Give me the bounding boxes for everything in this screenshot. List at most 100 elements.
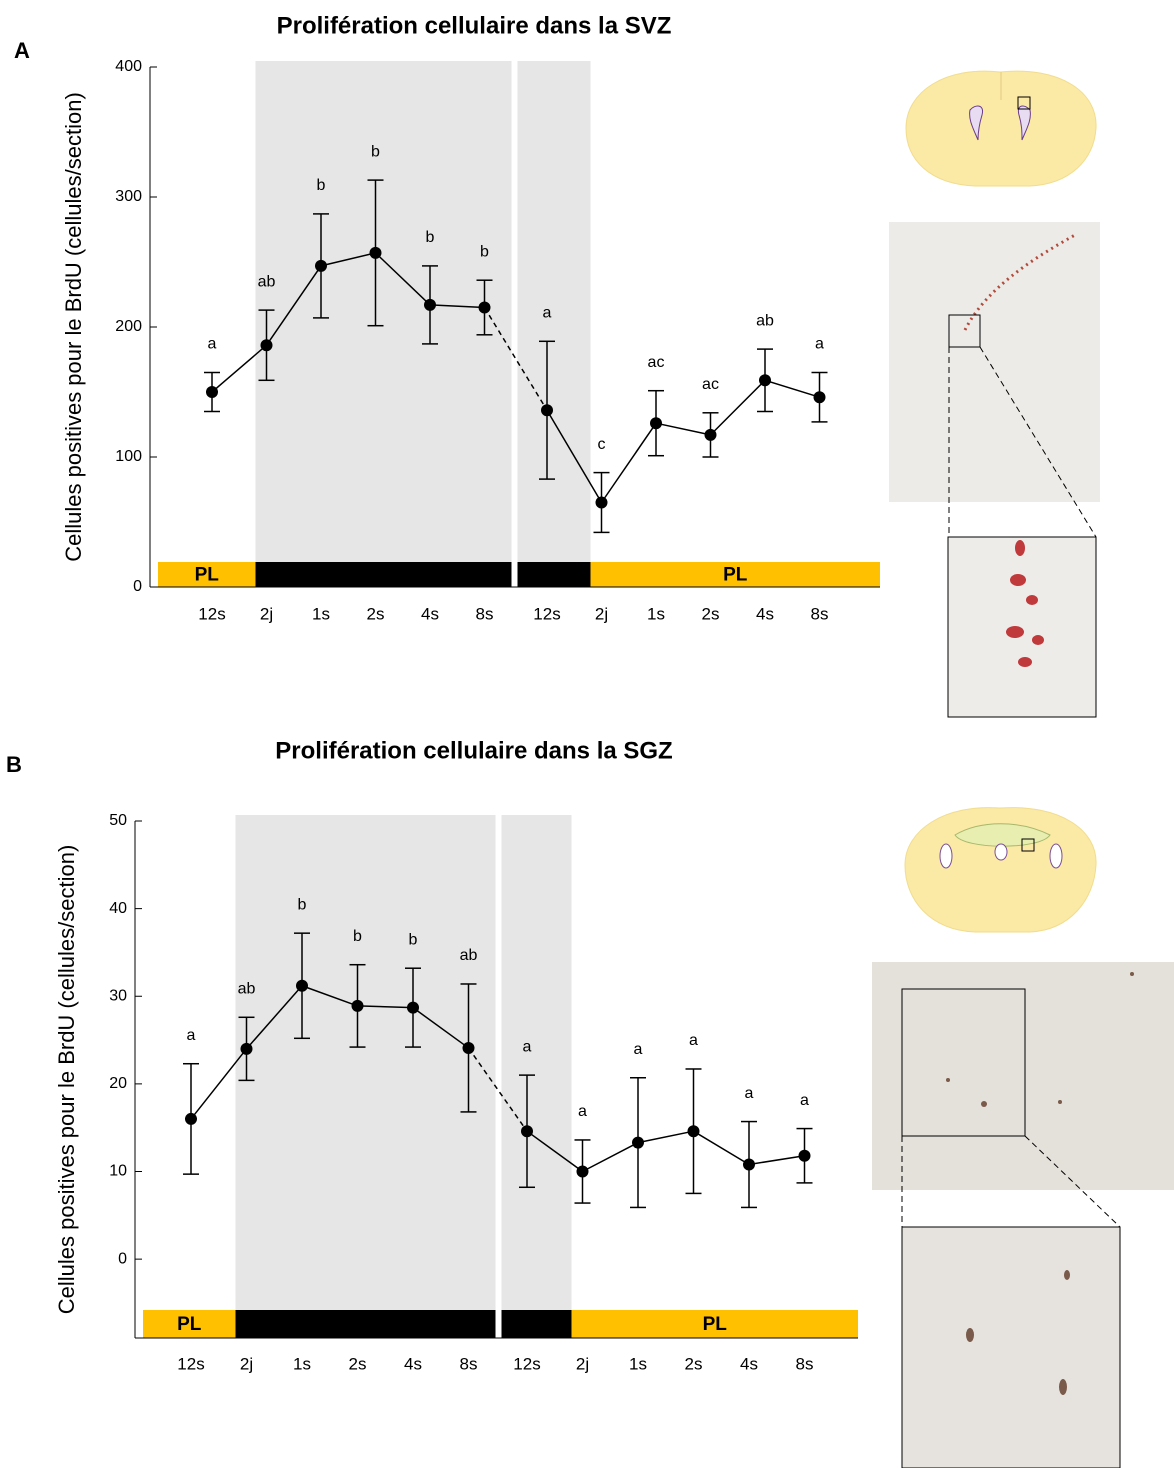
ventricle [994,843,1008,861]
significance-letter: a [815,336,824,353]
y-tick-label: 30 [109,987,127,1004]
data-point [541,404,553,417]
zoom-line [979,346,1097,538]
significance-letter: a [523,1038,532,1055]
phase-label: PC [370,565,397,586]
significance-letter: a [187,1027,196,1044]
data-point [260,339,273,352]
brain-outline [905,70,1097,187]
stained-cells [946,972,1134,1107]
x-tick-label: 2j [260,604,273,623]
phase-bar [255,562,512,587]
x-tick-label: 1s [293,1354,311,1373]
data-line [764,379,820,398]
connector-line [467,1047,528,1132]
ventricle [1017,105,1031,141]
significance-letter: ab [756,312,774,329]
phase-label: PL [177,1314,202,1335]
x-tick-label: 4s [404,1354,422,1373]
data-point [240,1042,253,1055]
x-tick-label: 2s [367,604,385,623]
panel-label: A [14,38,30,63]
zoom-micrograph [947,536,1097,718]
significance-letter: a [634,1041,643,1058]
data-line [211,344,267,393]
data-line [582,1141,639,1173]
data-line [546,409,603,503]
x-tick-label: 4s [740,1354,758,1373]
brain-outline [904,807,1097,933]
stained-cells [1006,540,1044,667]
data-point [632,1136,644,1149]
data-line [748,1154,805,1166]
phase-bar [235,1310,496,1338]
significance-letter: b [317,177,326,194]
phase-label: PC [352,1314,379,1335]
data-point [813,391,826,404]
y-axis-label: Cellules positives pour le BrdU (cellule… [61,92,86,562]
data-point [424,298,436,311]
data-line [412,1007,469,1049]
illustrations-b [872,807,1174,1468]
significance-letter: a [208,336,217,353]
phase-bar [501,1310,572,1338]
data-line [265,265,322,346]
x-tick-label: 8s [476,604,494,623]
data-line [301,985,358,1007]
x-tick-label: 12s [177,1354,204,1373]
x-tick-label: 12s [513,1354,540,1373]
zoom-micrograph [901,1226,1121,1468]
shaded-period [501,815,572,1338]
panel-label: B [6,752,22,777]
data-point [369,246,382,259]
significance-letter: a [578,1103,587,1120]
data-point [704,428,717,441]
data-line [655,422,711,436]
chart-title: Prolifération cellulaire dans la SVZ [277,12,672,39]
y-tick-label: 10 [109,1163,127,1180]
stained-cells [966,1270,1070,1395]
phase-label: PL [195,565,220,586]
significance-letter: b [298,896,307,913]
data-point [206,386,218,398]
x-tick-label: 12s [198,604,225,623]
data-line [357,1005,414,1009]
phase-bar [590,562,880,587]
significance-letter: c [598,436,606,453]
data-point [650,417,662,430]
x-tick-label: 2s [685,1354,703,1373]
phase-bar [571,1310,858,1338]
significance-letter: a [800,1092,809,1109]
data-point [595,496,608,509]
x-tick-label: 4s [756,604,774,623]
illustrations-a [889,70,1100,718]
data-point [743,1158,755,1171]
y-tick-label: 300 [115,188,142,205]
significance-letter: ac [648,354,665,371]
x-tick-label: 2j [595,604,608,623]
data-point [351,999,364,1012]
shaded-period [255,61,512,587]
shaded-period [235,815,496,1338]
data-point [478,301,491,314]
y-tick-label: 20 [109,1075,127,1092]
phase-label: PL [703,1314,728,1335]
y-tick-label: 400 [115,58,142,75]
data-point [576,1165,589,1178]
significance-letter: a [745,1085,754,1102]
data-line [600,422,657,503]
data-point [315,259,327,272]
significance-letter: ab [258,273,276,290]
significance-letter: ab [238,981,256,998]
data-point [759,374,771,387]
significance-letter: b [426,229,435,246]
significance-letter: ac [702,376,719,393]
data-line [429,304,485,309]
y-tick-label: 40 [109,900,127,917]
data-line [693,1130,750,1166]
data-line [526,1130,583,1173]
data-line [709,379,766,436]
data-point [185,1112,197,1125]
data-line [637,1130,694,1144]
shaded-period [517,61,591,587]
